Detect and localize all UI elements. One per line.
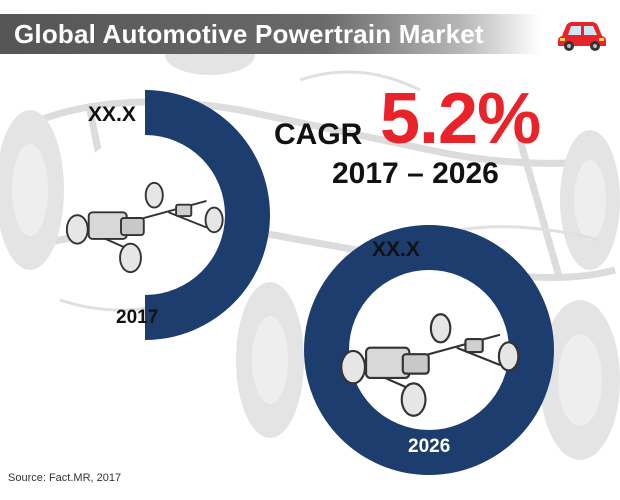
year-label-2026: 2026 [408, 436, 451, 457]
page-title: Global Automotive Powertrain Market [14, 19, 484, 49]
powertrain-icon-2026 [340, 313, 520, 417]
source-note: Source: Fact.MR, 2017 [8, 472, 122, 484]
donut-2026 [304, 225, 554, 475]
car-icon [558, 22, 606, 51]
powertrain-icon [65, 181, 224, 274]
year-label-2017: 2017 [116, 307, 159, 328]
market-value-2026: XX.X [372, 238, 420, 261]
donut-2017-arc [145, 90, 270, 340]
title-bar [0, 14, 540, 54]
market-value-2017: XX.X [88, 103, 136, 126]
cagr-label: CAGR [274, 118, 363, 151]
cagr-period: 2017 – 2026 [332, 157, 499, 190]
cagr-value: 5.2% [380, 79, 541, 159]
donut-2017 [65, 90, 270, 340]
